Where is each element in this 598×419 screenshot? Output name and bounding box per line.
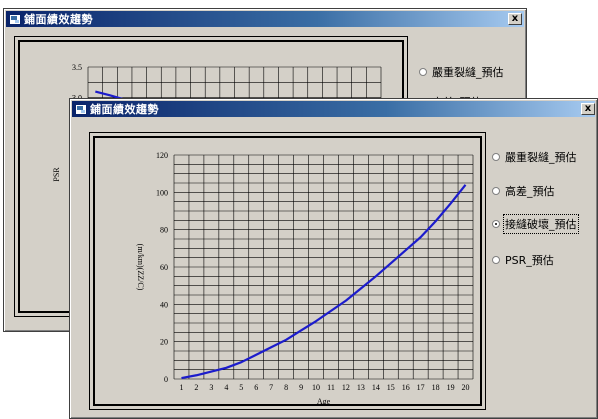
x-tick-label: 9 [299,383,303,392]
x-tick-label: 12 [342,383,350,392]
x-tick-label: 4 [224,383,228,392]
front-window-close-button[interactable]: x [581,103,595,115]
back-window-title: 鋪面績效趨勢 [24,13,93,26]
x-tick-label: 13 [357,383,365,392]
front-option-3-label: 接縫破壞_預估 [503,214,579,234]
x-tick-label: 6 [254,383,258,392]
x-tick-label: 7 [269,383,273,392]
front-option-1-label: 嚴重裂縫_預估 [505,151,577,164]
y-tick-label: 20 [160,338,168,347]
front-window: 鋪面績效趨勢 x 0 20 40 60 80 100 120 1 2 3 4 5 6 7 8 9 10 11 12 1… [69,98,598,419]
front-option-3[interactable]: 接縫破壞_預估 [492,214,579,234]
x-tick-label: 17 [417,383,425,392]
x-tick-label: 2 [194,383,198,392]
x-tick-label: 1 [179,383,183,392]
x-tick-label: 8 [284,383,288,392]
y-tick-label: 0 [164,375,168,384]
front-chart-frame: 0 20 40 60 80 100 120 1 2 3 4 5 6 7 8 9 10 11 12 13 14 15 16 17… [89,132,486,410]
x-tick-label: 16 [402,383,410,392]
y-axis-label: (m/km)(ZZ/C) [136,244,145,291]
front-option-2[interactable]: 高差_預估 [492,183,555,199]
back-option-1-radio[interactable] [419,68,427,76]
front-option-2-label: 高差_預估 [505,185,555,198]
x-tick-label: 11 [327,383,335,392]
y-tick-label: 80 [160,226,168,235]
series-line [181,184,467,380]
x-tick-label: 10 [312,383,320,392]
x-tick-label: 14 [372,383,380,392]
y-tick-label: 120 [156,151,168,160]
y-tick-label: 40 [160,300,168,309]
front-option-4-label: PSR_預估 [505,254,554,267]
y-tick-label: 100 [156,188,168,197]
back-option-1[interactable]: 嚴重裂縫_預估 [419,64,504,80]
x-tick-label: 20 [462,383,470,392]
front-option-3-radio[interactable] [492,220,500,228]
y-axis-label: PSR [52,167,61,182]
front-option-2-radio[interactable] [492,187,500,195]
front-window-title: 鋪面績效趨勢 [90,103,159,116]
back-option-1-label: 嚴重裂縫_預估 [432,66,504,79]
app-icon [75,103,87,115]
front-window-titlebar[interactable]: 鋪面績效趨勢 [72,101,595,117]
y-tick-label: 3.5 [72,63,82,72]
front-option-1-radio[interactable] [492,153,500,161]
x-tick-label: 5 [239,383,243,392]
x-tick-label: 15 [387,383,395,392]
back-window-titlebar[interactable]: 鋪面績效趨勢 [6,11,524,27]
x-tick-label: 18 [432,383,440,392]
front-option-1[interactable]: 嚴重裂縫_預估 [492,149,577,165]
front-option-4-radio[interactable] [492,256,500,264]
front-option-4[interactable]: PSR_預估 [492,252,554,268]
back-window-close-button[interactable]: x [508,13,522,25]
x-tick-label: 19 [447,383,455,392]
app-icon [9,13,21,25]
x-axis-label: Age [317,397,331,406]
y-tick-label: 60 [160,263,168,272]
x-tick-label: 3 [209,383,213,392]
